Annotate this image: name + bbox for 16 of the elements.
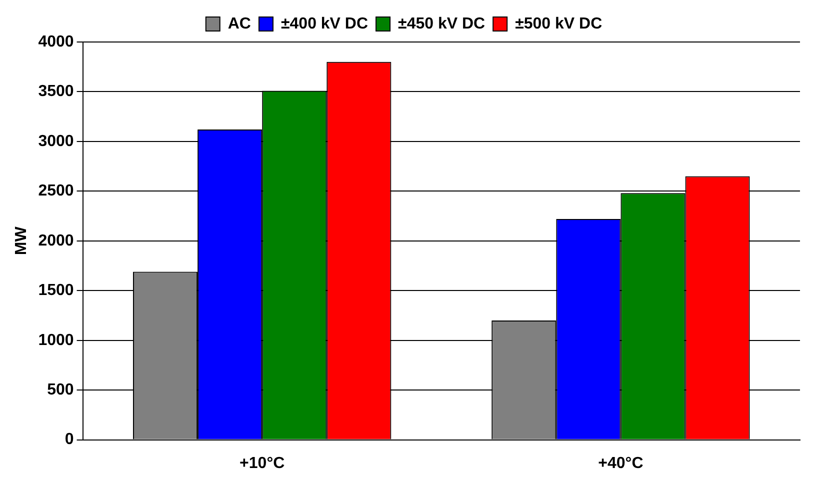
legend-label: ±450 kV DC — [398, 15, 486, 32]
y-tick-label: 0 — [64, 431, 74, 448]
y-tick-label: 2000 — [38, 232, 74, 250]
y-axis-title: MW — [13, 226, 30, 256]
y-tick-label: 3500 — [38, 83, 74, 100]
x-tick-label: +10°C — [240, 454, 286, 472]
legend-label: AC — [228, 15, 252, 32]
y-tick-label: 3000 — [38, 132, 74, 150]
x-tick-label: +40°C — [598, 454, 644, 472]
y-tick-label: 2500 — [38, 182, 74, 200]
legend-label: ±500 kV DC — [515, 15, 603, 32]
y-tick-label: 500 — [47, 381, 74, 398]
y-tick-label: 1000 — [38, 332, 74, 349]
y-tick-label: 1500 — [38, 282, 74, 300]
legend-label: ±400 kV DC — [280, 15, 368, 32]
y-tick-label: 4000 — [38, 33, 74, 50]
